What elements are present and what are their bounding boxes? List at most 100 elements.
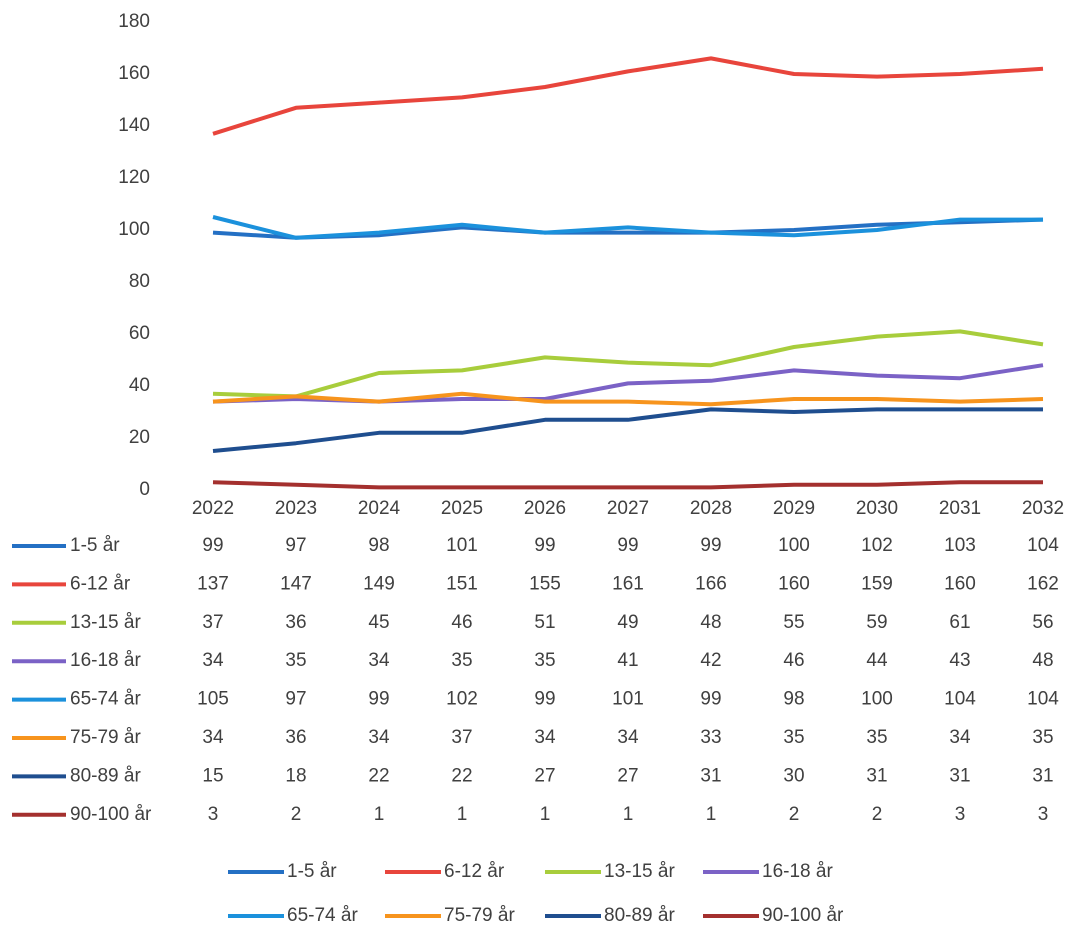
table-row-label: 16-18 år bbox=[70, 650, 141, 671]
table-value: 59 bbox=[866, 612, 887, 633]
y-tick-label: 40 bbox=[129, 375, 150, 396]
table-value: 1 bbox=[540, 804, 551, 825]
table-value: 46 bbox=[783, 650, 804, 671]
legend-label: 6-12 år bbox=[444, 861, 505, 882]
legend-label: 75-79 år bbox=[444, 905, 515, 926]
table-value: 31 bbox=[949, 765, 970, 786]
table-value: 37 bbox=[202, 612, 223, 633]
table-value: 34 bbox=[949, 727, 971, 748]
y-tick-label: 140 bbox=[118, 115, 150, 136]
table-value: 49 bbox=[617, 612, 638, 633]
table-value: 27 bbox=[617, 765, 638, 786]
table-value: 35 bbox=[534, 650, 555, 671]
legend-label: 13-15 år bbox=[604, 861, 675, 882]
table-value: 99 bbox=[700, 535, 721, 556]
table-value: 48 bbox=[1032, 650, 1053, 671]
table-value: 101 bbox=[612, 689, 644, 710]
table-value: 104 bbox=[944, 689, 976, 710]
table-value: 105 bbox=[197, 689, 229, 710]
table-value: 104 bbox=[1027, 689, 1059, 710]
table-value: 2 bbox=[789, 804, 800, 825]
table-value: 3 bbox=[208, 804, 219, 825]
legend-label: 16-18 år bbox=[762, 861, 833, 882]
table-value: 103 bbox=[944, 535, 976, 556]
series-line bbox=[212, 407, 1043, 453]
table-value: 42 bbox=[700, 650, 721, 671]
legend-label: 90-100 år bbox=[762, 905, 844, 926]
table-value: 97 bbox=[285, 535, 306, 556]
table-value: 102 bbox=[446, 689, 478, 710]
x-tick-label: 2023 bbox=[275, 498, 317, 519]
y-tick-label: 100 bbox=[118, 219, 150, 240]
table-value: 3 bbox=[1038, 804, 1049, 825]
table-value: 51 bbox=[534, 612, 555, 633]
table-value: 31 bbox=[700, 765, 721, 786]
legend-label: 65-74 år bbox=[287, 905, 358, 926]
table-value: 30 bbox=[783, 765, 804, 786]
table-value: 46 bbox=[451, 612, 472, 633]
table-value: 31 bbox=[866, 765, 887, 786]
table-value: 99 bbox=[368, 689, 389, 710]
table-value: 34 bbox=[368, 650, 390, 671]
table-value: 22 bbox=[368, 765, 389, 786]
table-value: 99 bbox=[617, 535, 638, 556]
x-tick-label: 2028 bbox=[690, 498, 732, 519]
x-tick-label: 2032 bbox=[1022, 498, 1064, 519]
table-value: 35 bbox=[451, 650, 472, 671]
table-value: 35 bbox=[783, 727, 804, 748]
y-tick-label: 0 bbox=[139, 479, 150, 500]
table-value: 98 bbox=[368, 535, 389, 556]
table-value: 1 bbox=[623, 804, 634, 825]
table-value: 34 bbox=[202, 650, 224, 671]
table-row-label: 1-5 år bbox=[70, 535, 120, 556]
y-tick-label: 180 bbox=[118, 11, 150, 32]
table-value: 55 bbox=[783, 612, 804, 633]
table-value: 162 bbox=[1027, 573, 1059, 594]
table-value: 34 bbox=[368, 727, 390, 748]
table-value: 155 bbox=[529, 573, 561, 594]
x-tick-label: 2026 bbox=[524, 498, 566, 519]
table-value: 147 bbox=[280, 573, 312, 594]
x-tick-label: 2029 bbox=[773, 498, 815, 519]
table-value: 36 bbox=[285, 612, 306, 633]
table-value: 99 bbox=[700, 689, 721, 710]
x-tick-label: 2027 bbox=[607, 498, 649, 519]
table-value: 18 bbox=[285, 765, 306, 786]
table-row-label: 65-74 år bbox=[70, 689, 141, 710]
table-value: 99 bbox=[534, 689, 555, 710]
table-value: 48 bbox=[700, 612, 721, 633]
series-line bbox=[212, 215, 1043, 240]
table-value: 43 bbox=[949, 650, 970, 671]
table-value: 36 bbox=[285, 727, 306, 748]
table-value: 99 bbox=[202, 535, 223, 556]
table-value: 35 bbox=[866, 727, 887, 748]
table-value: 22 bbox=[451, 765, 472, 786]
series-line bbox=[212, 56, 1044, 136]
table-value: 41 bbox=[617, 650, 638, 671]
table-value: 2 bbox=[291, 804, 302, 825]
table-value: 1 bbox=[457, 804, 468, 825]
table-value: 45 bbox=[368, 612, 389, 633]
y-tick-label: 80 bbox=[129, 271, 150, 292]
table-row-label: 6-12 år bbox=[70, 573, 131, 594]
x-tick-label: 2024 bbox=[358, 498, 401, 519]
table-value: 101 bbox=[446, 535, 478, 556]
table-value: 34 bbox=[202, 727, 224, 748]
table-value: 1 bbox=[374, 804, 385, 825]
table-value: 35 bbox=[285, 650, 306, 671]
table-value: 34 bbox=[534, 727, 556, 748]
series-line bbox=[212, 391, 1044, 407]
table-value: 37 bbox=[451, 727, 472, 748]
y-tick-label: 60 bbox=[129, 323, 150, 344]
y-tick-label: 20 bbox=[129, 427, 150, 448]
table-value: 102 bbox=[861, 535, 893, 556]
table-value: 149 bbox=[363, 573, 395, 594]
table-value: 27 bbox=[534, 765, 555, 786]
table-row-label: 90-100 år bbox=[70, 804, 152, 825]
table-value: 33 bbox=[700, 727, 721, 748]
table-value: 151 bbox=[446, 573, 478, 594]
table-value: 61 bbox=[949, 612, 970, 633]
y-tick-label: 160 bbox=[118, 63, 150, 84]
x-tick-label: 2031 bbox=[939, 498, 981, 519]
